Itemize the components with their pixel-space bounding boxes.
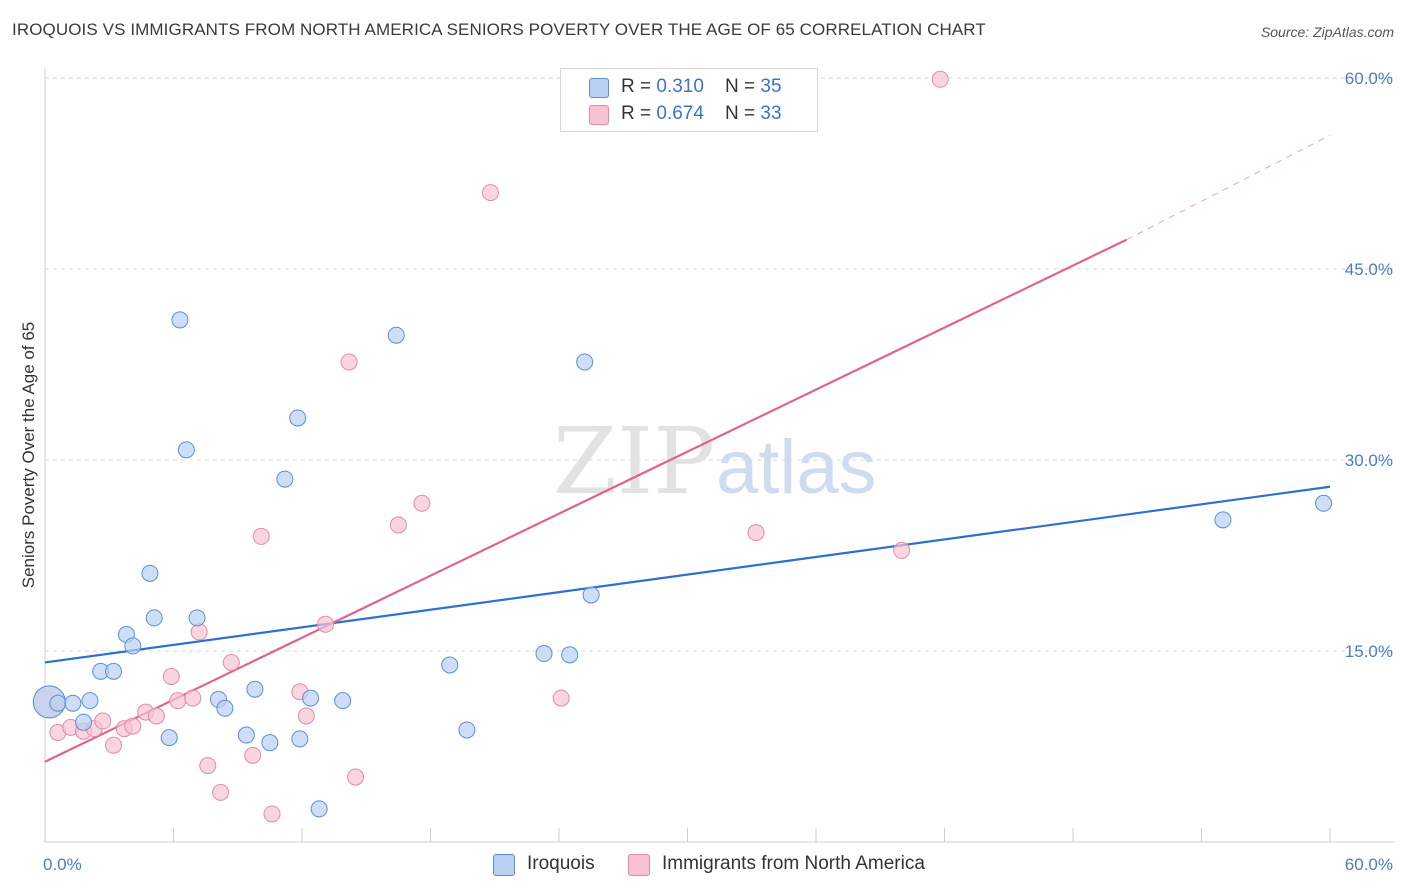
- immigrants-point: [252, 527, 270, 545]
- iroquois-point: [561, 646, 579, 664]
- immigrants-point: [244, 746, 262, 764]
- x-tick-label: 60.0%: [1345, 855, 1393, 874]
- iroquois-point: [171, 311, 189, 329]
- legend-swatch-pink: [589, 105, 609, 125]
- iroquois-point: [1315, 494, 1333, 512]
- legend-swatch-blue: [589, 78, 609, 98]
- immigrants-point: [340, 353, 358, 371]
- data-points: [32, 70, 1333, 823]
- immigrants-point: [297, 707, 315, 725]
- iroquois-trendline: [44, 485, 1331, 664]
- immigrants-point: [105, 736, 123, 754]
- legend-n-label: N =: [725, 76, 761, 97]
- iroquois-point: [276, 470, 294, 488]
- y-tick-label: 45.0%: [1345, 260, 1393, 279]
- y-tick-label: 30.0%: [1345, 451, 1393, 470]
- immigrants-point: [124, 717, 142, 735]
- immigrants-point: [184, 689, 202, 707]
- immigrants-trendline: [1126, 134, 1331, 241]
- immigrants-point: [347, 768, 365, 786]
- iroquois-point: [246, 680, 264, 698]
- series-legend-label: Iroquois: [527, 853, 595, 874]
- immigrants-point: [552, 689, 570, 707]
- iroquois-point: [261, 734, 279, 752]
- immigrants-point: [481, 184, 499, 202]
- correlation-legend: R = 0.310 N = 35 R = 0.674 N = 33: [560, 68, 818, 132]
- iroquois-point: [302, 689, 320, 707]
- iroquois-point: [75, 713, 93, 731]
- watermark: ZIP atlas: [553, 408, 877, 515]
- watermark-atlas: atlas: [716, 425, 877, 510]
- immigrants-point: [190, 623, 208, 641]
- legend-n-value: 35: [760, 76, 782, 97]
- iroquois-point: [105, 662, 123, 680]
- gridlines: [45, 77, 1395, 652]
- chart-title: IROQUOIS VS IMMIGRANTS FROM NORTH AMERIC…: [12, 20, 986, 39]
- legend-r-label: R =: [621, 103, 657, 124]
- iroquois-point: [289, 409, 307, 427]
- iroquois-point: [535, 645, 553, 663]
- iroquois-point: [441, 656, 459, 674]
- trendlines: [44, 134, 1331, 763]
- iroquois-point: [237, 726, 255, 744]
- immigrants-point: [317, 615, 335, 633]
- immigrants-point: [199, 757, 217, 775]
- immigrants-point: [263, 805, 281, 823]
- immigrants-point: [162, 667, 180, 685]
- watermark-zip: ZIP: [553, 408, 715, 515]
- immigrants-point: [389, 516, 407, 534]
- iroquois-point: [1214, 511, 1232, 529]
- immigrants-point: [169, 692, 187, 710]
- iroquois-point: [310, 800, 328, 818]
- legend-r-value: 0.310: [656, 76, 704, 97]
- series-legend-label: Immigrants from North America: [662, 853, 925, 874]
- iroquois-point: [582, 586, 600, 604]
- immigrants-point: [212, 783, 230, 801]
- immigrants-point: [94, 712, 112, 730]
- iroquois-point: [160, 729, 178, 747]
- immigrants-point: [931, 70, 949, 88]
- chart-source: Source: ZipAtlas.com: [1260, 24, 1394, 40]
- y-tick-label: 15.0%: [1345, 642, 1393, 661]
- tick-labels: 15.0% 30.0% 45.0% 60.0% 0.0% 60.0%: [43, 69, 1393, 874]
- iroquois-point: [216, 699, 234, 717]
- iroquois-point: [81, 692, 99, 710]
- iroquois-point: [458, 721, 476, 739]
- legend-r-value: 0.674: [656, 103, 704, 124]
- iroquois-point: [576, 353, 594, 371]
- iroquois-point: [291, 730, 309, 748]
- immigrants-point: [222, 653, 240, 671]
- x-tick-label: 0.0%: [43, 855, 82, 874]
- immigrants-point: [147, 707, 165, 725]
- immigrants-point: [893, 541, 911, 559]
- y-tick-label: 60.0%: [1345, 69, 1393, 88]
- series-legend: Iroquois Immigrants from North America: [0, 852, 1406, 878]
- iroquois-point: [177, 441, 195, 459]
- y-axis-label: Seniors Poverty Over the Age of 65: [19, 322, 38, 588]
- iroquois-point: [141, 564, 159, 582]
- legend-n-value: 33: [760, 103, 782, 124]
- immigrants-trendline: [44, 238, 1128, 763]
- iroquois-point: [49, 694, 67, 712]
- immigrants-point: [413, 494, 431, 512]
- iroquois-point: [334, 692, 352, 710]
- iroquois-point: [124, 637, 142, 655]
- series-swatch-pink: [628, 854, 650, 876]
- series-swatch-blue: [493, 854, 515, 876]
- immigrants-point: [747, 524, 765, 542]
- iroquois-point: [145, 609, 163, 627]
- iroquois-point: [64, 694, 82, 712]
- iroquois-point: [188, 609, 206, 627]
- legend-n-label: N =: [725, 103, 761, 124]
- iroquois-point: [387, 326, 405, 344]
- legend-r-label: R =: [621, 76, 657, 97]
